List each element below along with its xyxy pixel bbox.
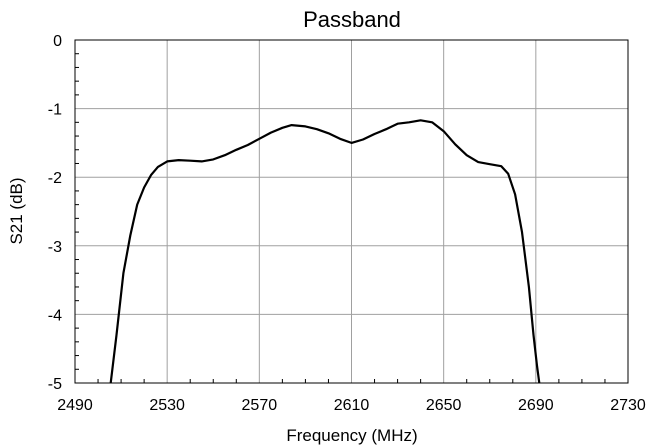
chart-title: Passband [303,7,401,32]
x-axis-label: Frequency (MHz) [286,426,417,445]
series-line-s21 [109,119,541,384]
x-tick-label: 2610 [334,397,370,414]
axis-ticks [75,53,606,383]
grid [75,40,628,383]
y-tick-label: -4 [48,307,62,324]
x-tick-label: 2730 [610,397,646,414]
y-tick-label: 0 [53,33,62,50]
y-tick-label: -5 [48,376,62,393]
x-tick-label: 2570 [242,397,278,414]
y-tick-label: -1 [48,102,62,119]
y-tick-label: -2 [48,170,62,187]
x-tick-label: 2490 [57,397,93,414]
y-axis-label: S21 (dB) [7,177,26,244]
plot-area [74,39,629,384]
x-tick-label: 2650 [426,397,462,414]
x-tick-label: 2690 [518,397,554,414]
x-tick-label: 2530 [149,397,185,414]
y-tick-label: -3 [48,239,62,256]
tick-labels: 2490 2530 2570 2610 2650 2690 2730 0 -1 -2 -3 -4 -5 [48,33,646,414]
